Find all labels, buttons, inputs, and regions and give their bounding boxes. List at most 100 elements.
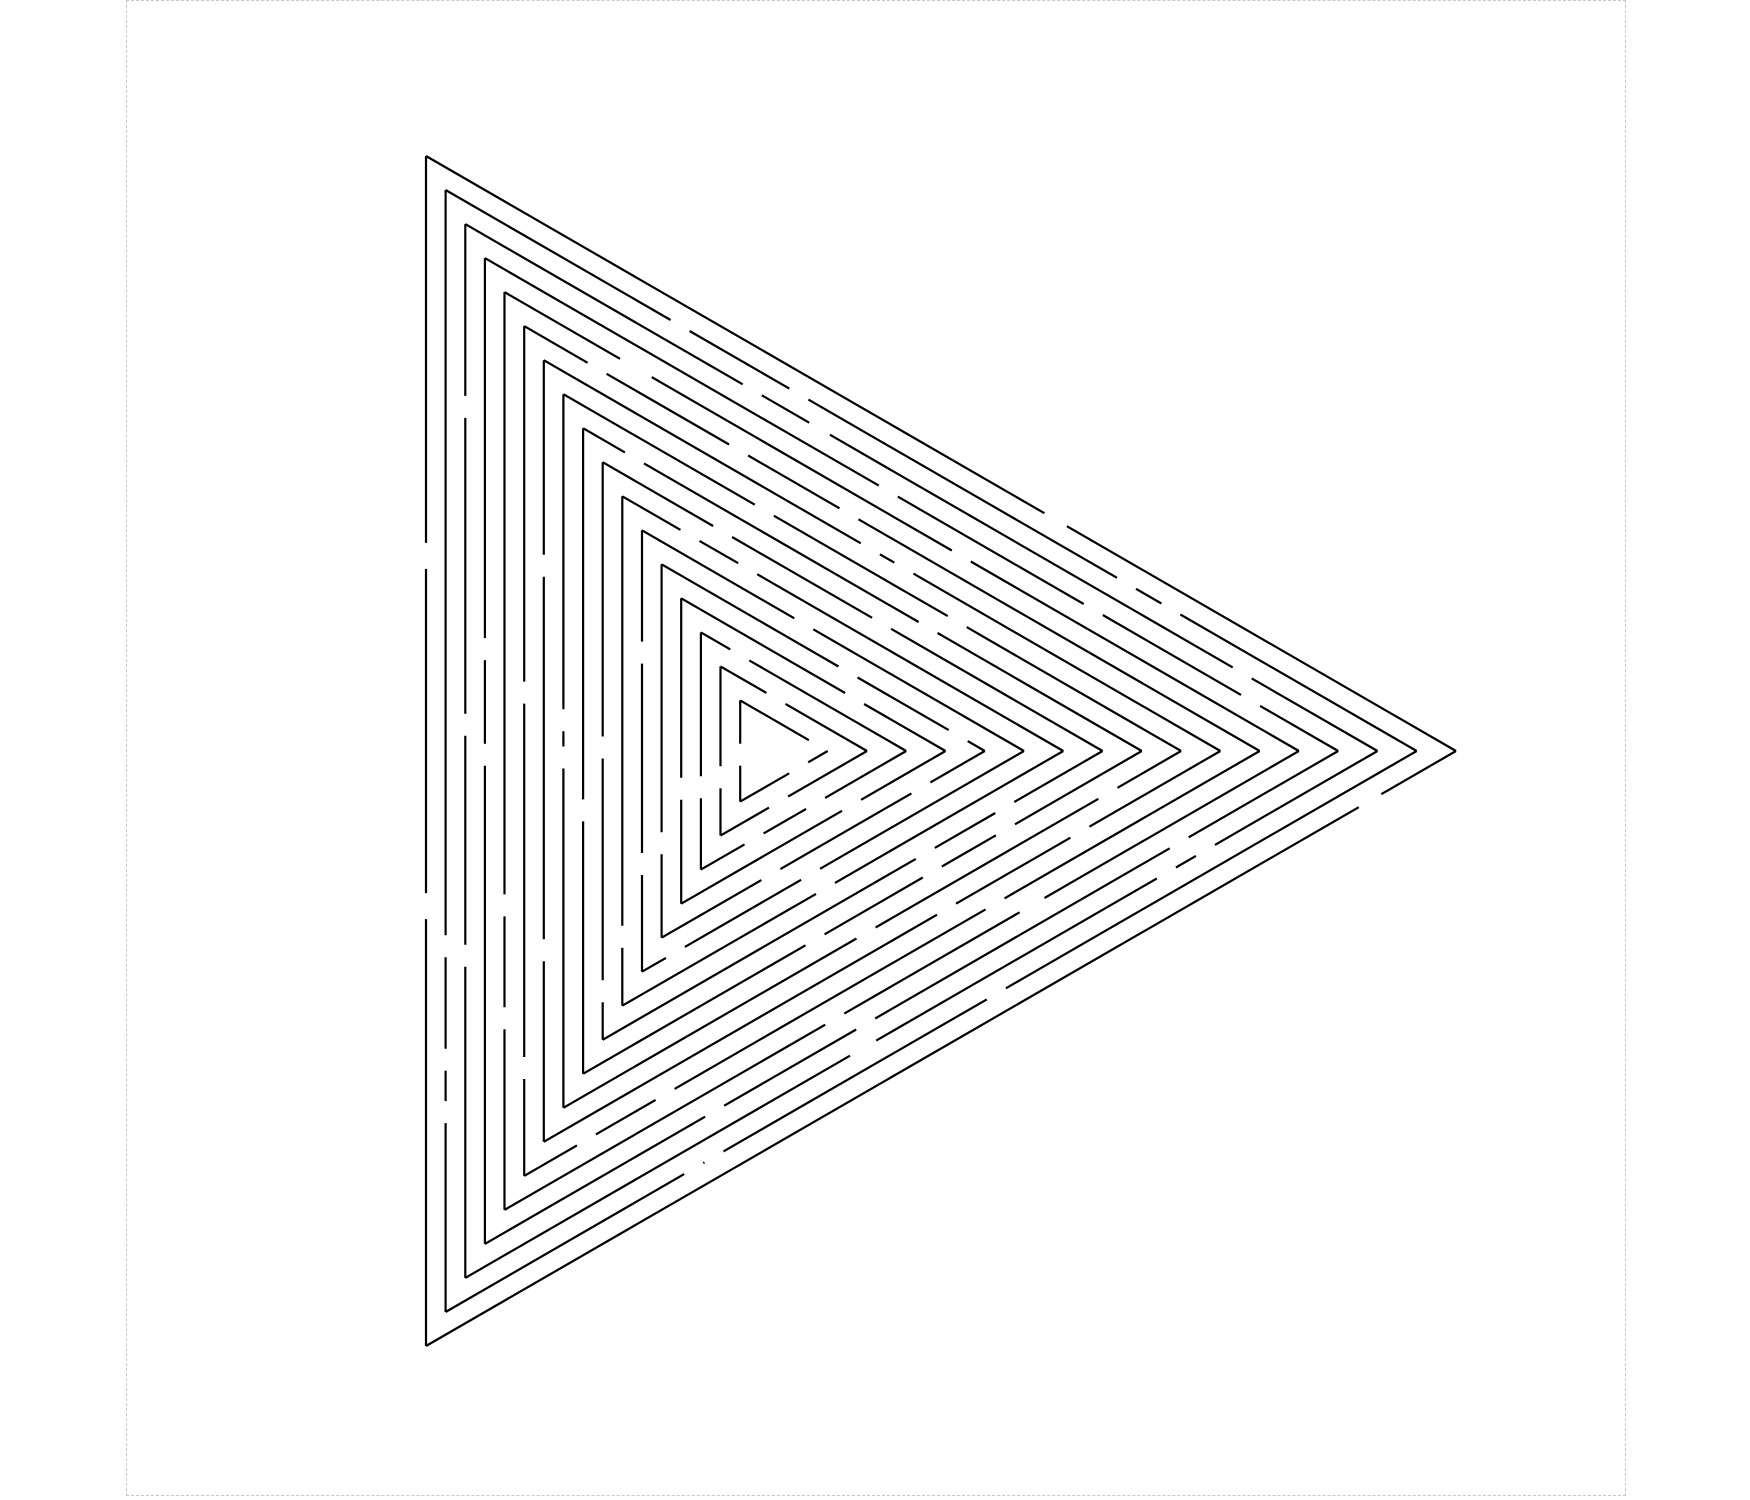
maze-wall bbox=[941, 834, 997, 868]
maze-wall bbox=[651, 376, 953, 552]
maze-wall bbox=[1175, 854, 1197, 869]
maze-wall bbox=[684, 878, 802, 948]
maze-wall bbox=[1188, 750, 1339, 839]
maze-wall bbox=[784, 702, 868, 752]
maze-wall bbox=[464, 1054, 851, 1279]
maze-wall bbox=[700, 843, 746, 871]
maze-wall bbox=[1214, 750, 1379, 846]
maze-wall bbox=[761, 394, 810, 424]
maze-wall bbox=[1135, 587, 1162, 605]
maze-wall bbox=[606, 372, 730, 446]
maze-wall bbox=[661, 879, 762, 939]
maze-wall bbox=[807, 750, 829, 764]
maze-wall bbox=[425, 155, 1045, 515]
maze-wall bbox=[967, 740, 986, 752]
maze-wall bbox=[1005, 750, 1418, 990]
maze-wall bbox=[1043, 750, 1300, 899]
canvas-frame bbox=[126, 0, 1626, 1496]
maze-walls bbox=[424, 155, 1457, 1347]
maze-wall bbox=[1066, 525, 1457, 752]
maze-wall bbox=[773, 514, 949, 618]
maze-wall bbox=[1116, 750, 1182, 789]
maze-wall bbox=[562, 393, 756, 506]
maze-wall bbox=[756, 573, 1064, 752]
maze-wall bbox=[689, 330, 790, 390]
maze-wall bbox=[912, 572, 1221, 752]
maze-wall bbox=[643, 462, 920, 623]
maze-wall bbox=[747, 454, 841, 510]
maze-wall bbox=[722, 998, 988, 1153]
maze-wall bbox=[700, 631, 731, 651]
maze-wall bbox=[890, 627, 1104, 752]
maze-wall bbox=[843, 911, 1021, 1015]
maze-wall bbox=[879, 553, 895, 564]
maze-wall bbox=[445, 1173, 685, 1313]
maze-wall bbox=[779, 792, 912, 871]
maze-wall bbox=[621, 495, 682, 531]
maze-wall bbox=[857, 518, 1261, 752]
maze-wall bbox=[445, 189, 672, 321]
maze-wall bbox=[739, 699, 810, 742]
maze-wall bbox=[523, 325, 589, 364]
maze-wall bbox=[1259, 704, 1339, 752]
maze-wall bbox=[523, 1144, 578, 1177]
maze-wall bbox=[674, 908, 987, 1090]
maze-wall bbox=[661, 563, 840, 668]
maze-wall bbox=[680, 597, 846, 694]
maze-wall bbox=[503, 291, 621, 360]
maze-wall bbox=[929, 750, 986, 784]
maze-wall bbox=[763, 807, 807, 835]
maze-wall bbox=[787, 750, 868, 798]
maze-wall bbox=[582, 944, 807, 1075]
maze-wall bbox=[582, 427, 626, 454]
maze-wall bbox=[1003, 750, 1261, 900]
maze-wall bbox=[1014, 750, 1143, 826]
maze-wall bbox=[1179, 613, 1418, 752]
maze-wall bbox=[602, 461, 714, 527]
maze-wall bbox=[897, 495, 1085, 605]
maze-wall bbox=[857, 676, 950, 732]
maze-wall bbox=[641, 529, 795, 620]
maze-wall bbox=[970, 560, 1300, 752]
maze-wall bbox=[860, 750, 947, 801]
maze-wall bbox=[702, 1161, 706, 1165]
maze-wall bbox=[698, 539, 739, 565]
maze-wall bbox=[723, 1028, 857, 1107]
maze-wall bbox=[934, 812, 996, 849]
maze-wall bbox=[812, 628, 1025, 752]
maze-wall bbox=[595, 1098, 657, 1136]
maze-wall bbox=[503, 1023, 826, 1211]
maze-wall bbox=[739, 772, 790, 803]
maze-wall bbox=[680, 809, 843, 905]
maze-wall bbox=[875, 877, 1158, 1042]
maze-wall bbox=[829, 433, 1234, 669]
maze-wall bbox=[641, 956, 667, 973]
maze-wall bbox=[955, 836, 1071, 905]
maze-wall bbox=[425, 806, 1360, 1347]
maze-wall bbox=[543, 913, 938, 1143]
maze-wall bbox=[1251, 677, 1379, 752]
maze-wall bbox=[875, 797, 1099, 929]
maze-wall bbox=[719, 806, 770, 837]
maze-wall bbox=[464, 223, 744, 386]
maze-wall bbox=[834, 750, 1064, 884]
maze-wall bbox=[1102, 614, 1242, 696]
maze-wall bbox=[874, 847, 1171, 1020]
maze-wall bbox=[484, 1115, 706, 1245]
maze-wall bbox=[824, 750, 907, 799]
maze-wall bbox=[819, 750, 1025, 870]
maze-wall bbox=[966, 626, 1182, 752]
maze-wall bbox=[621, 892, 817, 1007]
maze-wall bbox=[1088, 750, 1221, 828]
maze-wall bbox=[484, 257, 880, 487]
maze-wall bbox=[1013, 750, 1104, 803]
maze-wall bbox=[543, 359, 862, 545]
maze-wall bbox=[1380, 750, 1457, 796]
maze-wall bbox=[731, 536, 873, 619]
maze-wall bbox=[562, 937, 858, 1109]
maze-wall bbox=[937, 632, 1143, 752]
maze-wall bbox=[807, 398, 1118, 579]
maze-wall bbox=[748, 659, 907, 752]
maze-wall bbox=[863, 703, 947, 752]
